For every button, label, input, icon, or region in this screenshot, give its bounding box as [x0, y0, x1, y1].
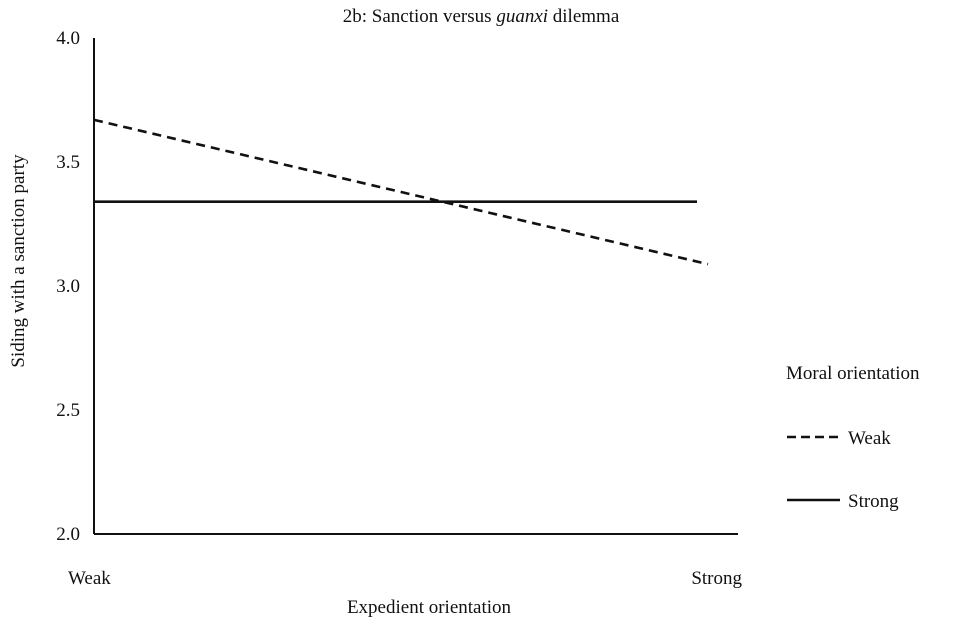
- x-tick-label: Strong: [691, 568, 742, 589]
- legend-label-weak: Weak: [848, 428, 891, 449]
- legend: Moral orientation Weak Strong: [786, 363, 920, 512]
- series-lines: [93, 118, 709, 266]
- y-axis-label: Siding with a sanction party: [8, 154, 29, 368]
- x-tick-label: Weak: [68, 568, 111, 589]
- legend-title: Moral orientation: [786, 363, 920, 384]
- x-tick-labels: Weak Strong: [68, 568, 742, 589]
- y-tick-label: 3.0: [56, 276, 80, 297]
- series-line-weak: [93, 118, 709, 266]
- y-tick-labels: 2.0 2.5 3.0 3.5 4.0: [56, 28, 80, 545]
- chart-title-suffix: dilemma: [548, 6, 620, 27]
- y-tick-label: 3.5: [56, 152, 80, 173]
- y-tick-label: 4.0: [56, 28, 80, 49]
- chart-title-italic: guanxi: [496, 6, 549, 27]
- axes: [93, 38, 738, 535]
- chart-title-prefix: 2b: Sanction versus: [342, 6, 497, 27]
- y-tick-label: 2.0: [56, 524, 80, 545]
- chart-title: 2b: Sanction versus guanxi dilemma: [0, 6, 962, 28]
- legend-label-strong: Strong: [848, 491, 899, 512]
- x-axis-label: Expedient orientation: [347, 597, 512, 618]
- y-tick-label: 2.5: [56, 400, 80, 421]
